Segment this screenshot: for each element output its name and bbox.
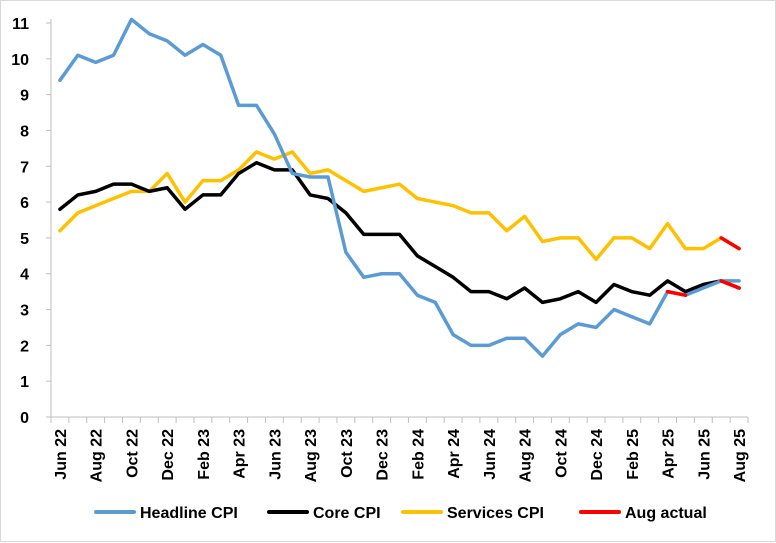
legend-label: Services CPI [447, 505, 544, 522]
x-tick-label: Oct 23 [339, 429, 356, 478]
y-tick-label: 9 [20, 88, 29, 105]
x-tick-label: Dec 24 [589, 429, 606, 481]
x-tick-label: Dec 23 [375, 429, 392, 481]
legend-item: Headline CPI [94, 505, 238, 522]
y-tick-label: 0 [20, 410, 29, 427]
y-tick-label: 8 [20, 123, 29, 140]
x-tick-label: Apr 24 [446, 429, 463, 479]
x-tick-label: Oct 24 [553, 429, 570, 478]
y-tick-label: 5 [20, 231, 29, 248]
series-line-headline-cpi [58, 17, 741, 358]
x-axis: Jun 22 Aug 22 Oct 22 Dec 22 Feb 23 Apr 23 Jun … [50, 416, 749, 482]
y-tick-label: 7 [20, 159, 29, 176]
x-tick-label: Aug 23 [303, 429, 320, 482]
legend-item: Core CPI [267, 505, 381, 522]
y-tick-label: 2 [20, 338, 29, 355]
x-tick-label: Jun 23 [267, 429, 284, 480]
legend-label: Headline CPI [140, 505, 238, 522]
x-tick-label: Feb 24 [410, 429, 427, 480]
x-tick-label: Apr 23 [232, 429, 249, 479]
legend-item: Services CPI [401, 505, 544, 522]
x-tick-label: Apr 25 [661, 429, 678, 479]
legend-label: Core CPI [313, 505, 381, 522]
series-line-aug-actual [719, 236, 741, 251]
y-tick-label: 10 [11, 52, 29, 69]
plot-area [58, 17, 741, 358]
series-line-core-cpi [58, 160, 741, 305]
y-tick-label: 1 [20, 374, 29, 391]
y-tick-label: 6 [20, 195, 29, 212]
x-tick-label: Aug 22 [89, 429, 106, 482]
x-tick-label: Feb 25 [625, 429, 642, 480]
x-tick-label: Jun 22 [53, 429, 70, 480]
legend-item: Aug actual [579, 505, 707, 522]
x-tick-label: Feb 23 [196, 429, 213, 480]
series-line-aug-actual [719, 279, 741, 290]
y-axis: 0 1 2 3 4 5 6 7 8 9 10 11 [11, 16, 52, 427]
x-tick-label: Oct 22 [124, 429, 141, 478]
x-tick-label: Aug 25 [732, 429, 749, 482]
x-tick-label: Aug 24 [518, 429, 535, 482]
y-tick-label: 11 [12, 16, 29, 33]
x-tick-label: Dec 22 [160, 429, 177, 481]
series-line-services-cpi [58, 150, 741, 262]
legend: Headline CPI Core CPI Services CPI Aug actu… [94, 505, 707, 522]
x-tick-label: Jun 24 [482, 429, 499, 480]
x-tick-label: Jun 25 [696, 429, 713, 480]
series-line-aug-actual [665, 289, 688, 297]
y-tick-label: 4 [20, 267, 29, 284]
y-tick-label: 3 [20, 303, 29, 320]
legend-label: Aug actual [625, 505, 707, 522]
